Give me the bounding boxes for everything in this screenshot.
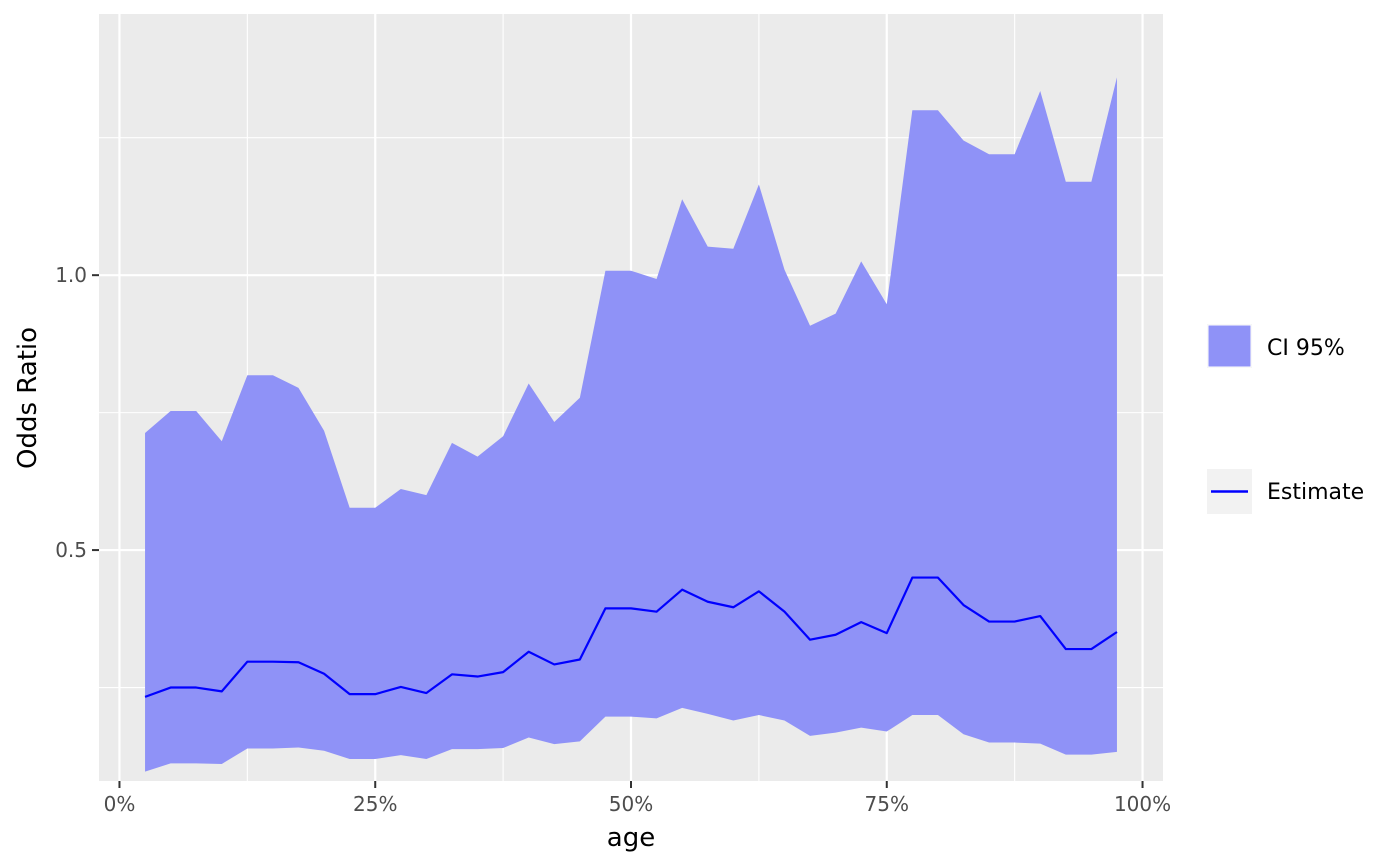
y-tick-label: 1.0: [55, 263, 87, 287]
y-axis-title: Odds Ratio: [13, 327, 43, 469]
legend-label-estimate: Estimate: [1267, 480, 1364, 505]
legend: CI 95% Estimate: [1207, 324, 1364, 514]
x-tick-label: 50%: [609, 792, 653, 816]
x-axis-title: age: [607, 823, 655, 853]
estimate-line: [144, 576, 1118, 698]
ci-ribbon: [145, 77, 1117, 772]
x-tick-label: 0%: [104, 792, 136, 816]
x-tick-label: 75%: [865, 792, 909, 816]
axes: 0% 25% 50% 75% 100% 0.5 1.0: [55, 263, 1171, 816]
legend-ci-swatch: [1207, 324, 1252, 368]
x-tick-label: 100%: [1114, 792, 1171, 816]
x-tick-label: 25%: [353, 792, 397, 816]
data-layer: [144, 77, 1118, 772]
y-tick-label: 0.5: [55, 538, 87, 562]
legend-label-ci: CI 95%: [1267, 336, 1345, 361]
